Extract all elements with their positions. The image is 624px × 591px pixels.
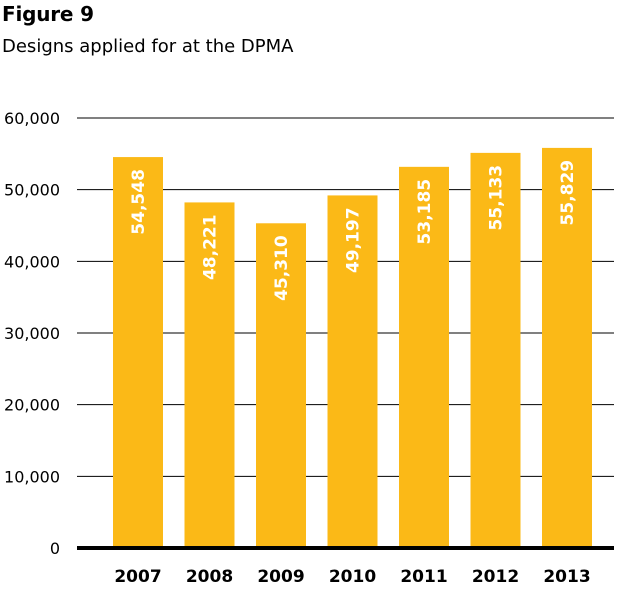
bar-2012 [470, 152, 521, 548]
bar-2011 [399, 166, 449, 549]
y-tick-label: 20,000 [4, 396, 60, 415]
x-axis-tick-labels: 2007 2008 2009 2010 2011 2012 2013 [114, 567, 590, 587]
value-labels: 54,548 48,221 45,310 49,197 53,185 55,133 55,8… [129, 160, 578, 301]
x-tick-label-2007: 2007 [114, 567, 161, 587]
x-tick-label-2012: 2012 [472, 567, 519, 587]
figure-subtitle: Designs applied for at the DPMA [2, 36, 294, 57]
y-tick-label: 10,000 [4, 467, 60, 486]
value-label-2013: 55,829 [558, 160, 578, 226]
x-tick-label-2008: 2008 [186, 567, 233, 587]
y-tick-label: 50,000 [4, 181, 60, 200]
y-tick-label: 60,000 [4, 109, 60, 128]
bar-2013 [542, 147, 592, 549]
y-tick-label: 0 [50, 539, 60, 558]
value-label-2008: 48,221 [201, 214, 221, 280]
value-label-2011: 53,185 [415, 179, 435, 245]
y-axis-tick-labels: 0 10,000 20,000 30,000 40,000 50,000 60,000 [4, 109, 60, 558]
value-label-2009: 45,310 [272, 235, 292, 301]
bar-2008 [184, 202, 235, 548]
x-tick-label-2009: 2009 [257, 567, 304, 587]
y-tick-label: 30,000 [4, 324, 60, 343]
value-label-2007: 54,548 [129, 169, 149, 235]
bar-2009 [256, 223, 306, 549]
x-tick-label-2011: 2011 [400, 567, 447, 587]
value-label-2010: 49,197 [344, 207, 364, 273]
bar-2007 [113, 157, 163, 548]
value-label-2012: 55,133 [487, 165, 507, 231]
bars [113, 147, 592, 549]
x-tick-label-2010: 2010 [329, 567, 376, 587]
bar-2010 [327, 195, 378, 548]
y-tick-label: 40,000 [4, 252, 60, 271]
figure-title: Figure 9 [2, 2, 94, 26]
x-tick-label-2013: 2013 [543, 567, 590, 587]
